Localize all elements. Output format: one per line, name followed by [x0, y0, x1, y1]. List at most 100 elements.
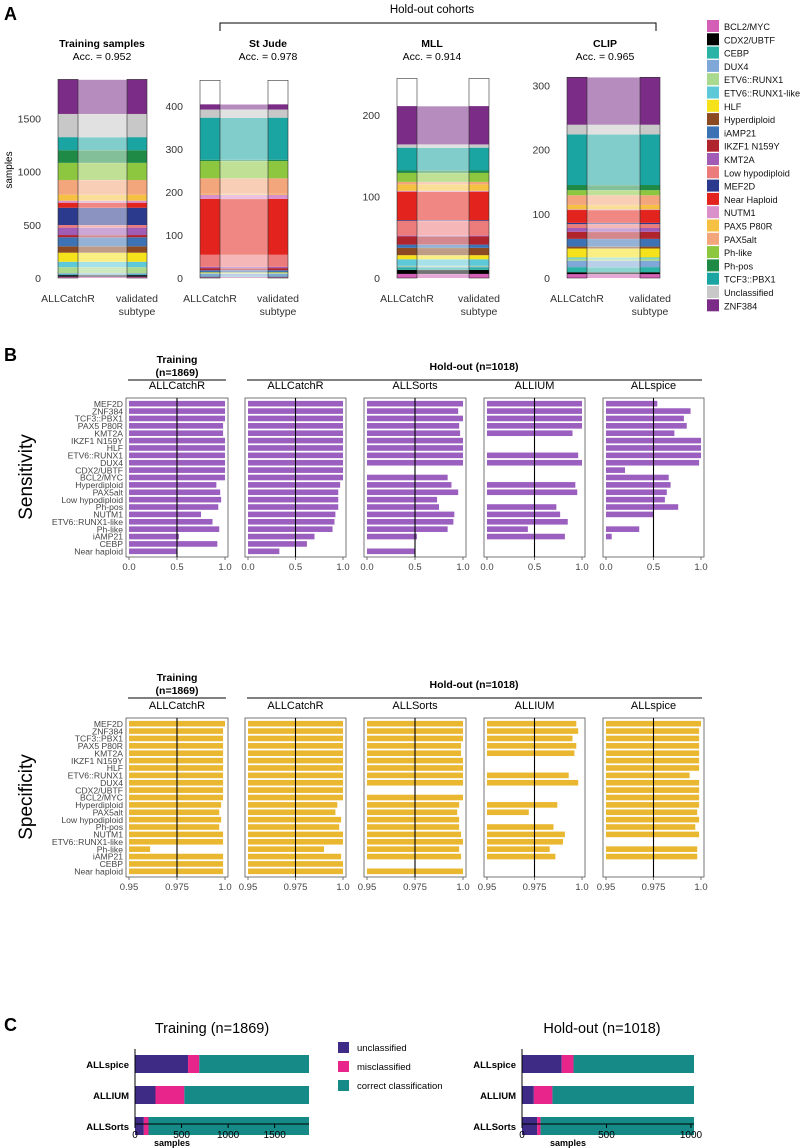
bar	[367, 750, 462, 757]
x-label-validated: validated	[629, 293, 671, 305]
x-tick-label: 1.0	[456, 562, 469, 573]
stratum-left	[567, 204, 587, 210]
stratum-left	[200, 117, 220, 160]
stratum-left	[397, 244, 417, 248]
legend-label: TCF3::PBX1	[724, 275, 776, 285]
stratum-right	[127, 273, 147, 275]
x-label-subtype: subtype	[119, 306, 156, 318]
stratum-left	[397, 236, 417, 245]
bar	[367, 526, 448, 532]
y-tick-label: 200	[165, 187, 183, 199]
panel-label-c: C	[4, 1015, 17, 1035]
stratum-right	[640, 257, 660, 259]
stratum-right	[268, 198, 288, 255]
bar	[129, 772, 224, 779]
stratum-left	[397, 170, 417, 173]
bar	[487, 846, 550, 852]
bar	[487, 482, 576, 488]
bar	[248, 504, 339, 510]
x-tick-label: 1.0	[694, 882, 707, 893]
stratum-right	[469, 259, 489, 266]
stratum-left	[58, 274, 78, 276]
stratum-left	[58, 246, 78, 253]
stratum-left	[567, 274, 587, 278]
stratum-outline-left	[57, 78, 79, 279]
legend-label: Hyperdiploid	[724, 115, 775, 125]
method-label: ALLspice	[473, 1060, 516, 1071]
alluvium-flow	[220, 266, 268, 269]
x-tick-label: 1.0	[336, 882, 349, 893]
bar	[129, 423, 224, 429]
bar	[129, 794, 224, 801]
alluvium-flow	[220, 277, 268, 278]
y-tick-label: 1500	[18, 114, 42, 126]
stratum-left	[397, 255, 417, 260]
bar	[367, 853, 462, 860]
stratum-right	[469, 255, 489, 260]
y-tick-label: 100	[362, 192, 380, 204]
stratum-left	[58, 252, 78, 262]
stratum-left	[567, 248, 587, 258]
category-label: PAX5alt	[93, 487, 124, 497]
alluvium-flow	[220, 104, 268, 110]
legend-swatch	[707, 206, 719, 219]
legend-swatch	[338, 1080, 349, 1091]
cohort-title: Training samples	[59, 38, 145, 50]
y-tick-label: 500	[23, 220, 41, 232]
legend-swatch	[707, 179, 719, 192]
chart-title: Training (n=1869)	[155, 1021, 269, 1037]
alluvium-flow	[587, 274, 640, 278]
bar	[606, 809, 698, 816]
stratum-right	[469, 184, 489, 191]
x-tick-label: 0.975	[284, 882, 308, 893]
stratum-right	[127, 79, 147, 114]
stratum-right	[640, 134, 660, 186]
stack-segment-unclassified	[522, 1086, 534, 1104]
x-tick-label: 1.0	[575, 882, 588, 893]
x-tick-label: 0.975	[165, 882, 189, 893]
category-label: Ph-pos	[96, 822, 123, 832]
stratum-left	[397, 184, 417, 191]
alluvium-flow	[587, 227, 640, 232]
stratum-right	[127, 252, 147, 262]
category-label: Ph-like	[97, 524, 123, 534]
x-tick-label: 0.0	[241, 562, 254, 573]
category-label: KMT2A	[94, 428, 123, 438]
method-label: ALLIUM	[480, 1091, 516, 1102]
stratum-left	[567, 224, 587, 228]
category-label: CEBP	[100, 859, 124, 869]
alluvium-flow	[78, 162, 127, 180]
bar	[129, 541, 218, 547]
alluvium-flow	[220, 270, 268, 273]
stratum-right	[469, 170, 489, 173]
category-label: Ph-pos	[96, 502, 123, 512]
stack-segment-misclassified	[143, 1117, 149, 1135]
legend-swatch	[707, 59, 719, 72]
stratum-right	[127, 137, 147, 151]
x-tick-label: 1000	[680, 1130, 703, 1141]
bar	[606, 511, 654, 518]
method-label: ALLspice	[631, 380, 676, 392]
bar	[606, 482, 671, 488]
stratum-right	[127, 113, 147, 138]
x-label-allcatchr: ALLCatchR	[41, 293, 95, 305]
alluvium-flow	[78, 150, 127, 163]
stratum-left	[567, 124, 587, 135]
legend-label: Ph-like	[724, 248, 752, 258]
category-label: DUX4	[100, 458, 123, 468]
stratum-right	[127, 150, 147, 163]
alluvium-flow	[78, 225, 127, 228]
stratum-outline-right	[468, 78, 490, 279]
legend-swatch	[338, 1042, 349, 1053]
bar	[129, 824, 220, 830]
bar	[367, 482, 452, 488]
stack-segment-correct	[552, 1086, 694, 1104]
bar	[129, 533, 179, 540]
stratum-left	[58, 150, 78, 163]
stratum-left	[58, 79, 78, 114]
bar	[606, 831, 700, 838]
stratum-right	[127, 202, 147, 208]
stratum-left	[58, 137, 78, 151]
legend-swatch	[707, 219, 719, 232]
x-tick-label: 0	[519, 1130, 525, 1141]
